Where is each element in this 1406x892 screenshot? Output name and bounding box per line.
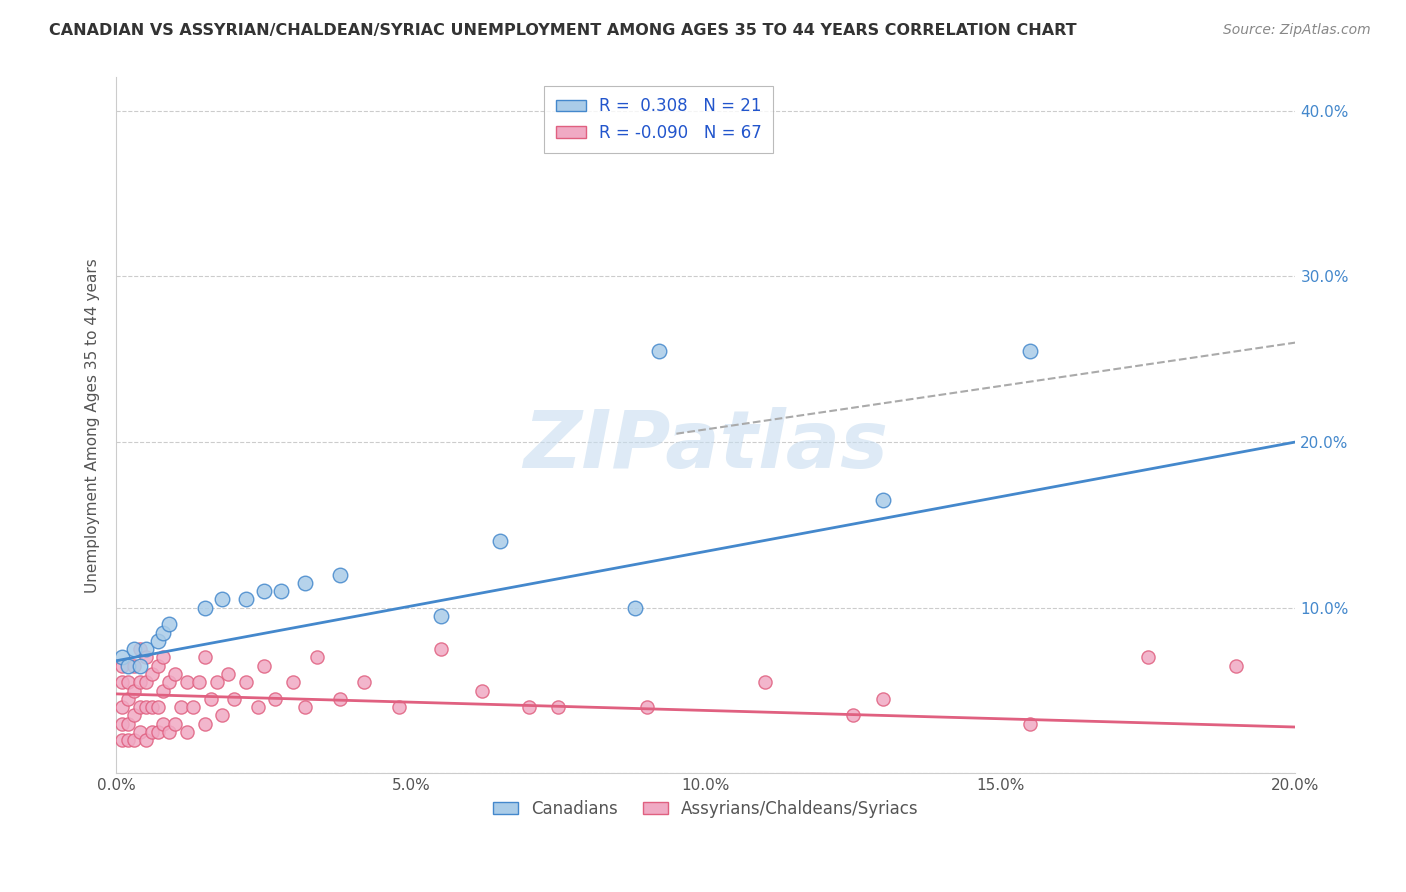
Point — [176, 675, 198, 690]
Point — [647, 343, 669, 358]
Point — [842, 708, 865, 723]
Point — [253, 584, 276, 599]
Y-axis label: Unemployment Among Ages 35 to 44 years: Unemployment Among Ages 35 to 44 years — [86, 258, 100, 593]
Point — [128, 700, 150, 714]
Point — [1225, 658, 1247, 673]
Point — [122, 658, 145, 673]
Point — [194, 600, 217, 615]
Point — [157, 675, 180, 690]
Point — [211, 708, 233, 723]
Point — [128, 675, 150, 690]
Point — [135, 675, 157, 690]
Point — [152, 625, 174, 640]
Point — [146, 700, 169, 714]
Point — [111, 675, 134, 690]
Text: CANADIAN VS ASSYRIAN/CHALDEAN/SYRIAC UNEMPLOYMENT AMONG AGES 35 TO 44 YEARS CORR: CANADIAN VS ASSYRIAN/CHALDEAN/SYRIAC UNE… — [49, 23, 1077, 38]
Point — [146, 658, 169, 673]
Point — [270, 584, 292, 599]
Point — [122, 642, 145, 657]
Point — [754, 675, 776, 690]
Point — [135, 642, 157, 657]
Point — [224, 691, 246, 706]
Point — [141, 700, 163, 714]
Point — [329, 567, 352, 582]
Point — [152, 650, 174, 665]
Point — [429, 609, 451, 624]
Point — [194, 650, 217, 665]
Point — [141, 725, 163, 739]
Point — [111, 700, 134, 714]
Point — [157, 725, 180, 739]
Point — [117, 691, 139, 706]
Point — [264, 691, 287, 706]
Text: ZIPatlas: ZIPatlas — [523, 408, 889, 485]
Point — [429, 642, 451, 657]
Point — [117, 658, 139, 673]
Point — [388, 700, 411, 714]
Point — [111, 650, 134, 665]
Point — [141, 667, 163, 681]
Point — [152, 716, 174, 731]
Point — [128, 658, 150, 673]
Point — [353, 675, 375, 690]
Point — [217, 667, 239, 681]
Point — [329, 691, 352, 706]
Point — [547, 700, 569, 714]
Legend: Canadians, Assyrians/Chaldeans/Syriacs: Canadians, Assyrians/Chaldeans/Syriacs — [486, 793, 925, 824]
Point — [305, 650, 328, 665]
Point — [235, 675, 257, 690]
Point — [194, 716, 217, 731]
Point — [122, 683, 145, 698]
Point — [205, 675, 228, 690]
Point — [146, 633, 169, 648]
Point — [235, 592, 257, 607]
Point — [246, 700, 269, 714]
Point — [152, 683, 174, 698]
Point — [122, 733, 145, 747]
Point — [128, 725, 150, 739]
Point — [1019, 343, 1042, 358]
Point — [117, 733, 139, 747]
Point — [253, 658, 276, 673]
Point — [157, 617, 180, 632]
Point — [128, 642, 150, 657]
Point — [294, 700, 316, 714]
Point — [181, 700, 204, 714]
Point — [165, 716, 187, 731]
Point — [135, 700, 157, 714]
Point — [165, 667, 187, 681]
Point — [122, 708, 145, 723]
Point — [872, 691, 894, 706]
Point — [176, 725, 198, 739]
Point — [170, 700, 193, 714]
Point — [294, 575, 316, 590]
Text: Source: ZipAtlas.com: Source: ZipAtlas.com — [1223, 23, 1371, 37]
Point — [211, 592, 233, 607]
Point — [111, 658, 134, 673]
Point — [517, 700, 540, 714]
Point — [111, 716, 134, 731]
Point — [135, 733, 157, 747]
Point — [111, 733, 134, 747]
Point — [281, 675, 304, 690]
Point — [1019, 716, 1042, 731]
Point — [488, 534, 510, 549]
Point — [200, 691, 222, 706]
Point — [636, 700, 658, 714]
Point — [117, 675, 139, 690]
Point — [135, 650, 157, 665]
Point — [471, 683, 494, 698]
Point — [872, 493, 894, 508]
Point — [1137, 650, 1160, 665]
Point — [117, 716, 139, 731]
Point — [146, 725, 169, 739]
Point — [187, 675, 209, 690]
Point — [624, 600, 647, 615]
